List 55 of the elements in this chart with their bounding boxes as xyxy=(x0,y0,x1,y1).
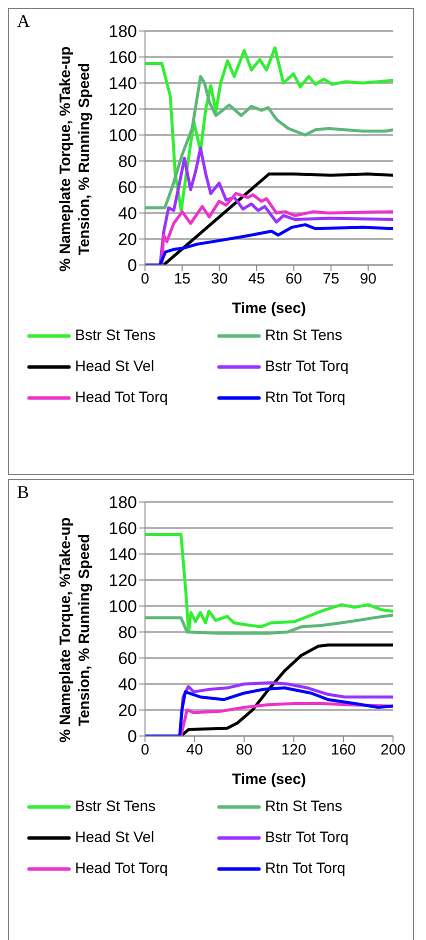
y-tick-label: 180 xyxy=(108,22,137,42)
y-tick-label: 160 xyxy=(108,48,137,68)
legend-label: Head Tot Torq xyxy=(75,389,168,406)
y-tick-label: 120 xyxy=(108,100,137,120)
y-tick-label: 140 xyxy=(108,74,137,94)
y-tick-label: 80 xyxy=(118,152,137,172)
x-tick-label: 90 xyxy=(360,270,377,288)
y-tick-label: 120 xyxy=(108,571,137,590)
y-tick-label: 40 xyxy=(118,675,137,694)
legend-label: Head St Vel xyxy=(75,358,154,375)
y-tick-label: 100 xyxy=(108,597,137,616)
y-axis-title: % Nameplate Torque, %Take-up Tension, % Running Speed xyxy=(56,45,94,274)
line-series xyxy=(145,614,393,635)
legend-label: Bstr St Tens xyxy=(75,327,156,344)
y-tick-label: 180 xyxy=(108,493,137,512)
y-tick-label: 0 xyxy=(128,727,137,746)
x-tick-label: 120 xyxy=(281,742,306,759)
line-series xyxy=(145,46,393,212)
x-tick-label: 45 xyxy=(248,270,265,288)
legend-label: Head St Vel xyxy=(75,829,154,846)
text: A xyxy=(17,11,30,32)
x-tick-label: 60 xyxy=(285,270,302,288)
legend-label: Head Tot Torq xyxy=(75,860,168,877)
legend-label: Rtn St Tens xyxy=(265,798,342,815)
x-axis-title: Time (sec) xyxy=(232,771,306,788)
line-series xyxy=(145,533,393,634)
legend-label: Bstr Tot Torq xyxy=(265,358,349,375)
legend-label: Bstr Tot Torq xyxy=(265,829,349,846)
x-tick-label: 160 xyxy=(330,742,356,759)
y-tick-label: 60 xyxy=(118,178,137,198)
y-tick-label: 20 xyxy=(118,230,137,250)
text: B xyxy=(17,482,30,503)
legend-label: Rtn Tot Torq xyxy=(265,860,346,877)
legend-label: Bstr St Tens xyxy=(75,798,156,815)
x-tick-label: 75 xyxy=(322,270,340,288)
y-tick-label: 0 xyxy=(128,256,137,276)
y-tick-label: 60 xyxy=(118,649,137,668)
y-tick-label: 40 xyxy=(118,204,137,224)
x-tick-label: 80 xyxy=(236,742,253,759)
y-tick-label: 20 xyxy=(118,701,137,720)
x-tick-label: 30 xyxy=(211,270,228,288)
legend-label: Rtn St Tens xyxy=(265,327,342,344)
y-tick-label: 140 xyxy=(108,545,137,564)
x-tick-label: 200 xyxy=(380,742,406,759)
y-tick-label: 80 xyxy=(118,623,137,642)
x-tick-label: 0 xyxy=(140,742,150,759)
x-tick-label: 15 xyxy=(174,270,191,288)
x-tick-label: 0 xyxy=(140,270,150,288)
y-axis-title: % Nameplate Torque, %Take-up Tension, % Running Speed xyxy=(56,516,94,745)
y-tick-label: 100 xyxy=(108,126,137,146)
y-tick-label: 160 xyxy=(108,519,137,538)
x-tick-label: 40 xyxy=(186,742,203,759)
line-series xyxy=(145,75,393,210)
legend-label: Rtn Tot Torq xyxy=(265,389,346,406)
x-axis-title: Time (sec) xyxy=(232,300,306,317)
